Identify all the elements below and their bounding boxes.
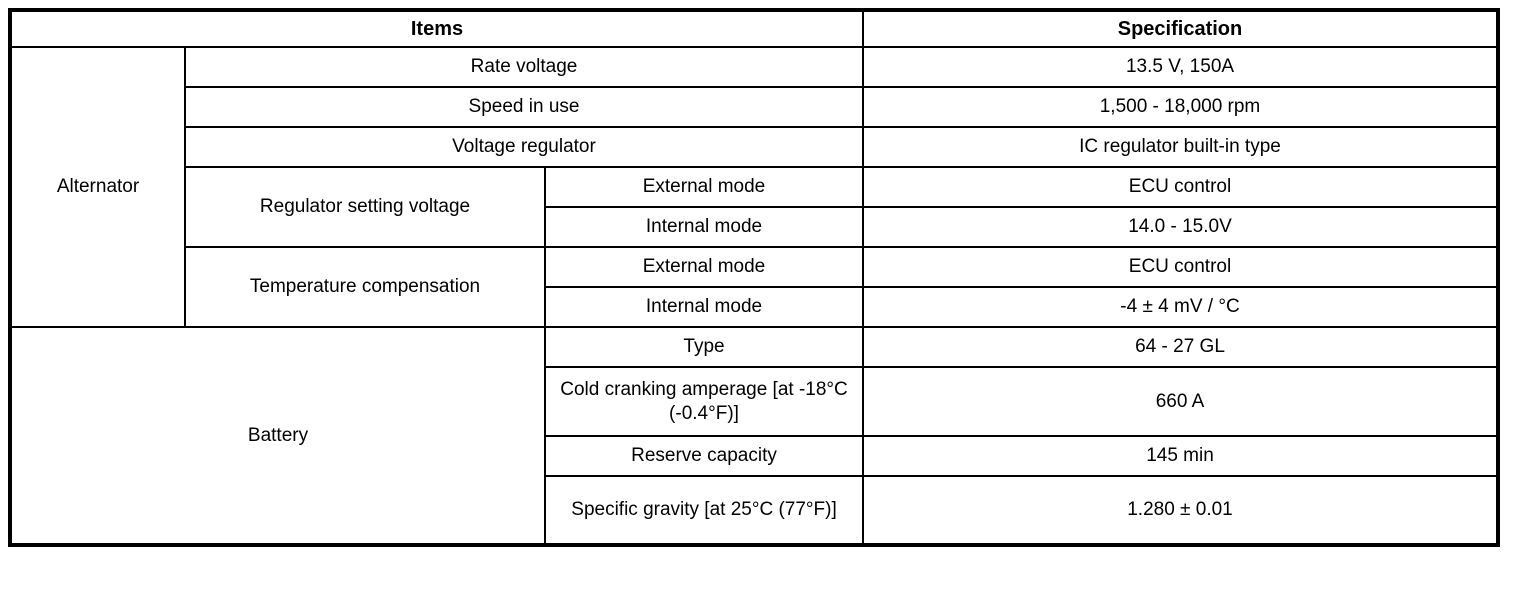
spec-cold-cranking-amperage: 660 A xyxy=(862,366,1499,437)
table-row: Voltage regulator IC regulator built-in … xyxy=(10,126,1499,168)
item-reserve-capacity: Reserve capacity xyxy=(544,435,864,477)
subitem-temperature-external-mode: External mode xyxy=(544,246,864,288)
spec-rate-voltage: 13.5 V, 150A xyxy=(862,46,1499,88)
table-row: Reserve capacity 145 min xyxy=(10,435,1499,477)
spec-temperature-internal-mode: -4 ± 4 mV / °C xyxy=(862,286,1499,328)
spec-regulator-external-mode: ECU control xyxy=(862,166,1499,208)
spec-temperature-external-mode: ECU control xyxy=(862,246,1499,288)
table-row: Alternator Rate voltage 13.5 V, 150A xyxy=(9,46,1499,328)
spec-regulator-internal-mode: 14.0 - 15.0V xyxy=(862,206,1499,248)
item-specific-gravity: Specific gravity [at 25°C (77°F)] xyxy=(544,475,864,546)
subitem-temperature-internal-mode: Internal mode xyxy=(544,286,864,328)
table-row: Temperature compensation External mode E… xyxy=(10,246,1499,328)
table-row: Cold cranking amperage [at -18°C (-0.4°F… xyxy=(10,366,1499,437)
item-voltage-regulator: Voltage regulator xyxy=(184,126,864,168)
table-row: Internal mode 14.0 - 15.0V xyxy=(10,206,1499,248)
subitem-regulator-internal-mode: Internal mode xyxy=(544,206,864,248)
item-temperature-compensation: Temperature compensation xyxy=(184,246,546,328)
item-battery-type: Type xyxy=(544,326,864,368)
column-header-specification: Specification xyxy=(862,9,1499,48)
table-header-row: Items Specification xyxy=(9,9,1499,48)
item-regulator-setting-voltage: Regulator setting voltage xyxy=(184,166,546,248)
specification-table: Items Specification Alternator Rate volt… xyxy=(8,8,1500,547)
section-label-battery: Battery xyxy=(9,326,546,546)
item-cold-cranking-amperage: Cold cranking amperage [at -18°C (-0.4°F… xyxy=(544,366,864,437)
spec-speed-in-use: 1,500 - 18,000 rpm xyxy=(862,86,1499,128)
table-row: Battery Type 64 - 27 GL xyxy=(9,326,1499,546)
subitem-regulator-external-mode: External mode xyxy=(544,166,864,208)
column-header-items: Items xyxy=(9,9,864,48)
section-label-alternator: Alternator xyxy=(9,46,186,328)
table-row: Specific gravity [at 25°C (77°F)] 1.280 … xyxy=(10,475,1499,546)
item-speed-in-use: Speed in use xyxy=(184,86,864,128)
spec-specific-gravity: 1.280 ± 0.01 xyxy=(862,475,1499,546)
spec-reserve-capacity: 145 min xyxy=(862,435,1499,477)
table-row: Speed in use 1,500 - 18,000 rpm xyxy=(10,86,1499,128)
spec-voltage-regulator: IC regulator built-in type xyxy=(862,126,1499,168)
spec-battery-type: 64 - 27 GL xyxy=(862,326,1499,368)
table-row: Internal mode -4 ± 4 mV / °C xyxy=(10,286,1499,328)
item-rate-voltage: Rate voltage xyxy=(184,46,864,88)
table-row: Regulator setting voltage External mode … xyxy=(10,166,1499,248)
